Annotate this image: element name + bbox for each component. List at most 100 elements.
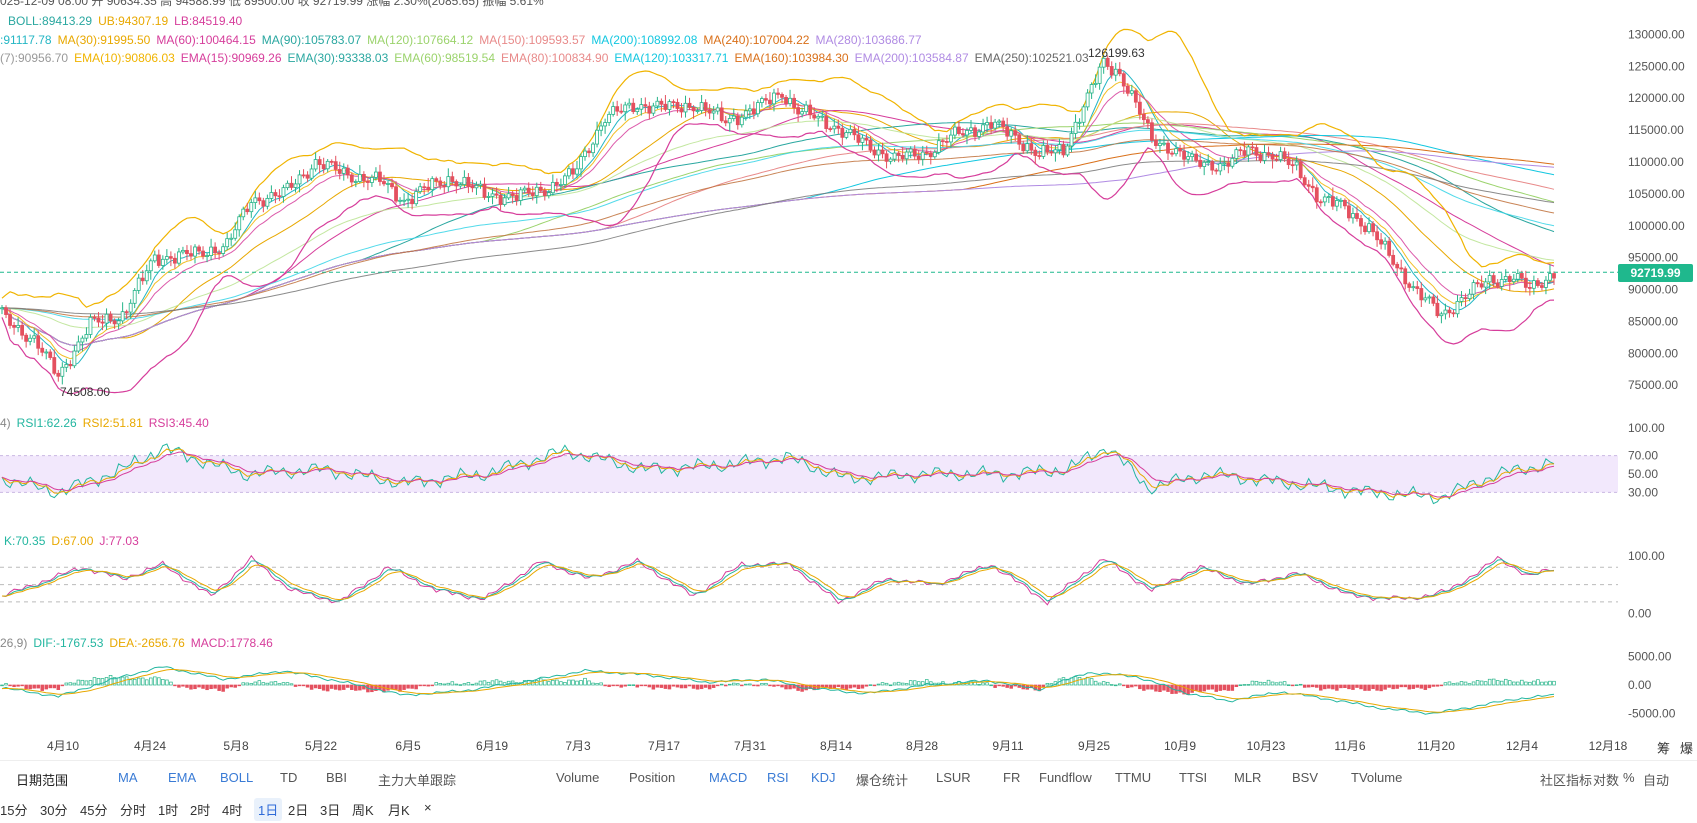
- timeframe-4[interactable]: 1时: [158, 803, 179, 818]
- candle-body-15: [60, 366, 65, 377]
- toolbar-tail-item-2[interactable]: %: [1623, 770, 1635, 785]
- toolbar-right-item-3[interactable]: RSI: [767, 770, 789, 785]
- macd-bar-268: [1077, 676, 1082, 686]
- timeframe-9[interactable]: 3日: [320, 803, 341, 818]
- toolbar-left-item-1[interactable]: EMA: [168, 770, 197, 785]
- toolbar-tail-item-1[interactable]: 对数: [1593, 773, 1620, 788]
- timeframe-1[interactable]: 30分: [40, 803, 68, 818]
- timeframe-0[interactable]: 15分: [0, 803, 28, 818]
- toolbar-right-item-1[interactable]: Position: [629, 770, 676, 785]
- timeframe-6[interactable]: 4时: [222, 803, 243, 818]
- candle-body-47: [189, 253, 193, 257]
- macd-bar-98: [394, 684, 398, 690]
- candle-body-36: [144, 270, 149, 282]
- price-tick-10: 80000.00: [1628, 346, 1678, 360]
- candle-body-366: [1471, 282, 1476, 295]
- toolbar-tail-item-3[interactable]: 自动: [1643, 773, 1670, 788]
- macd-bar-191: [768, 684, 772, 687]
- candle-body-211: [848, 128, 853, 133]
- timeframe-8[interactable]: 2日: [288, 803, 309, 818]
- macd-bar-150: [603, 684, 607, 687]
- toolbar-right-item-5[interactable]: 爆仓统计: [856, 773, 909, 788]
- macd-bar-115: [462, 683, 467, 686]
- macd-bar-339: [1363, 684, 1367, 691]
- candle-body-227: [912, 148, 917, 157]
- timeframe-10[interactable]: 周K: [352, 803, 374, 818]
- toolbar-right-item-4[interactable]: KDJ: [811, 770, 836, 785]
- macd-bar-319: [1282, 681, 1287, 686]
- macd-bar-219: [880, 682, 885, 686]
- candle-body-237: [953, 126, 957, 136]
- macd-bar-299: [1202, 684, 1206, 692]
- x-tick-7: 7月17: [648, 739, 680, 753]
- macd-bar-368: [1479, 680, 1484, 686]
- x-tick-18: 12月18: [1589, 739, 1628, 753]
- x-tick-14: 10月23: [1247, 739, 1286, 753]
- timeframe-12[interactable]: ×: [424, 800, 432, 815]
- macd-bar-5: [20, 684, 24, 687]
- ma-item-7: MA(240):107004.22: [703, 33, 810, 47]
- candle-body-148: [595, 129, 599, 145]
- toolbar-left-item-4[interactable]: BBI: [326, 770, 347, 785]
- candle-body-274: [1101, 57, 1106, 68]
- macd-bar-276: [1109, 684, 1114, 686]
- macd-bar-75: [301, 684, 306, 687]
- boll-upper: [1, 28, 1555, 308]
- macd-bar-372: [1495, 680, 1500, 686]
- right-edge-chou[interactable]: 筹: [1657, 741, 1671, 756]
- candle-body-53: [213, 246, 218, 254]
- toolbar-right-item-11[interactable]: MLR: [1234, 770, 1262, 785]
- macd-bar-301: [1210, 684, 1214, 690]
- toolbar-right-item-9[interactable]: TTMU: [1115, 770, 1152, 785]
- candle-body-160: [643, 104, 648, 107]
- ema-item-9: EMA(250):102521.03: [974, 51, 1089, 65]
- candle-body-301: [1210, 161, 1215, 171]
- macd-bar-138: [555, 679, 559, 686]
- toolbar-left-item-3[interactable]: TD: [280, 770, 298, 785]
- macd-bar-354: [1423, 684, 1428, 690]
- macd-bar-226: [908, 680, 913, 686]
- toolbar-right-item-8[interactable]: Fundflow: [1039, 770, 1092, 785]
- timeframe-11[interactable]: 月K: [388, 803, 410, 818]
- toolbar-left-item-2[interactable]: BOLL: [220, 770, 254, 785]
- candle-body-304: [1222, 162, 1227, 165]
- macd-bar-166: [667, 684, 672, 690]
- toolbar-right-item-10[interactable]: TTSI: [1179, 770, 1208, 785]
- date-range-button[interactable]: 日期范围: [16, 773, 69, 788]
- candle-body-132: [530, 192, 535, 196]
- candle-body-31: [124, 311, 129, 314]
- toolbar-tail-item-0[interactable]: 社区指标: [1540, 773, 1593, 788]
- macd-bar-6: [24, 684, 28, 689]
- macd-bar-184: [740, 684, 744, 687]
- timeframe-7[interactable]: 1日: [254, 798, 283, 821]
- macd-bar-111: [446, 682, 451, 686]
- toolbar-left-item-0[interactable]: MA: [118, 770, 138, 785]
- toolbar-left-item-5[interactable]: 主力大单跟踪: [378, 773, 457, 788]
- candle-body-353: [1419, 288, 1424, 301]
- macd-bar-119: [478, 680, 483, 686]
- candle-body-199: [800, 111, 805, 115]
- candlestick-chart[interactable]: 130000.00 125000.00 120000.00 115000.00 1100…: [0, 0, 1697, 760]
- right-edge-bao[interactable]: 爆: [1680, 741, 1694, 756]
- toolbar-right-item-6[interactable]: LSUR: [936, 770, 971, 785]
- macd-bar-130: [522, 680, 527, 686]
- candle-body-127: [510, 193, 515, 196]
- candle-body-355: [1427, 296, 1432, 299]
- timeframe-2[interactable]: 45分: [80, 803, 108, 818]
- candle-body-6: [24, 334, 29, 342]
- macd-bar-17: [68, 682, 73, 686]
- toolbar-right-item-2[interactable]: MACD: [709, 770, 748, 785]
- timeframe-5[interactable]: 2时: [190, 803, 211, 818]
- candle-body-328: [1318, 201, 1323, 204]
- candle-body-33: [132, 290, 137, 304]
- toolbar-right-item-12[interactable]: BSV: [1292, 770, 1319, 785]
- timeframe-3[interactable]: 分时: [120, 803, 147, 818]
- toolbar-right-item-7[interactable]: FR: [1003, 770, 1021, 785]
- macd-bar-117: [470, 683, 475, 686]
- macd-bar-19: [76, 679, 81, 686]
- candle-body-19: [76, 341, 81, 352]
- macd-tick-1: 0.00: [1628, 678, 1652, 692]
- toolbar-right-item-13[interactable]: TVolume: [1351, 770, 1403, 785]
- toolbar-right-item-0[interactable]: Volume: [556, 770, 600, 785]
- candle-body-215: [864, 137, 869, 141]
